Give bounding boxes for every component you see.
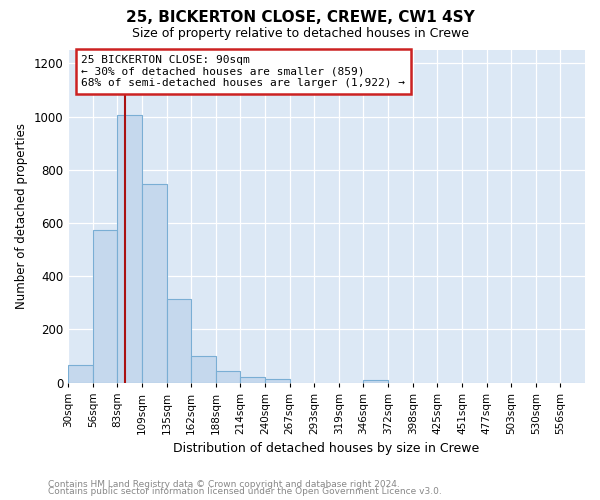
Text: 25, BICKERTON CLOSE, CREWE, CW1 4SY: 25, BICKERTON CLOSE, CREWE, CW1 4SY bbox=[125, 10, 475, 25]
Bar bbox=[142, 184, 167, 382]
Bar bbox=[118, 115, 142, 382]
Bar bbox=[191, 356, 216, 382]
Text: Size of property relative to detached houses in Crewe: Size of property relative to detached ho… bbox=[131, 28, 469, 40]
X-axis label: Distribution of detached houses by size in Crewe: Distribution of detached houses by size … bbox=[173, 442, 480, 455]
Bar bbox=[241, 376, 265, 382]
Text: 25 BICKERTON CLOSE: 90sqm
← 30% of detached houses are smaller (859)
68% of semi: 25 BICKERTON CLOSE: 90sqm ← 30% of detac… bbox=[81, 55, 405, 88]
Y-axis label: Number of detached properties: Number of detached properties bbox=[15, 124, 28, 310]
Bar bbox=[68, 365, 93, 382]
Bar bbox=[167, 298, 191, 382]
Bar bbox=[265, 379, 290, 382]
Bar bbox=[364, 380, 388, 382]
Text: Contains HM Land Registry data © Crown copyright and database right 2024.: Contains HM Land Registry data © Crown c… bbox=[48, 480, 400, 489]
Bar bbox=[93, 230, 118, 382]
Text: Contains public sector information licensed under the Open Government Licence v3: Contains public sector information licen… bbox=[48, 488, 442, 496]
Bar bbox=[216, 372, 241, 382]
